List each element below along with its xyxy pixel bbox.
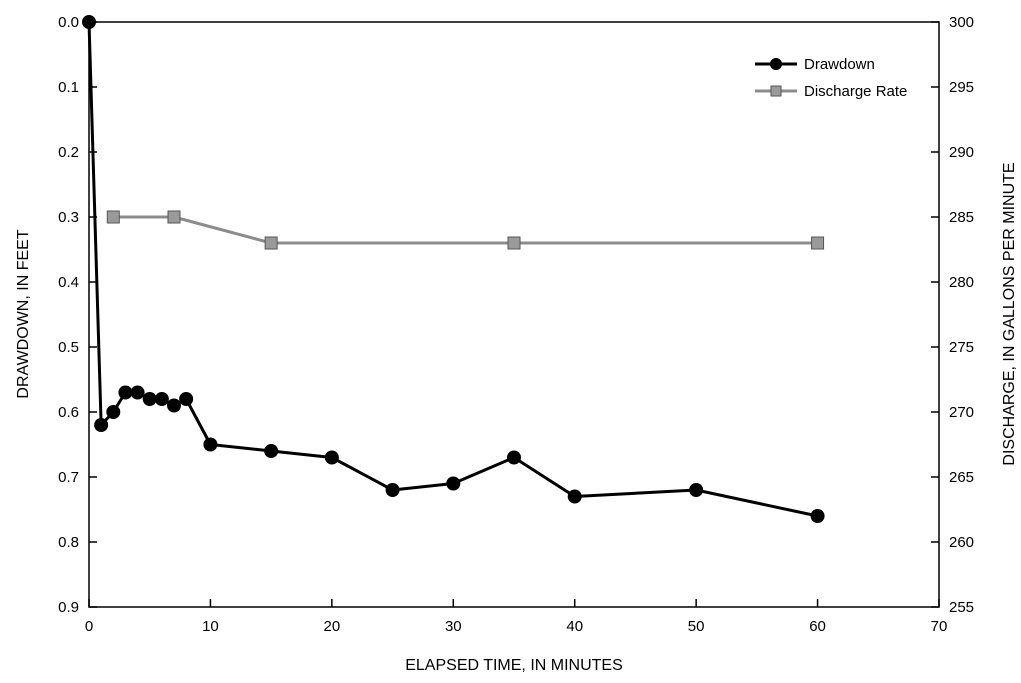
- axes: [88, 21, 940, 608]
- drawdown-point: [446, 476, 461, 491]
- drawdown-point: [689, 483, 704, 497]
- discharge-rate-point: [811, 236, 825, 250]
- drawdown-point: [106, 405, 121, 419]
- y-left-tick-label: 0.3: [58, 209, 79, 226]
- drawdown-line: [87, 21, 818, 518]
- x-tick-label: 60: [809, 618, 826, 635]
- drawdown-point: [385, 483, 400, 497]
- drawdown-point: [179, 392, 194, 406]
- ticks: 0 10 20 30 40 50 60 70 0.0 0.1 0.2 0.3 0.4 0.5 0.6 0.7 0…: [58, 14, 974, 635]
- x-tick-label: 70: [931, 618, 948, 635]
- y-left-tick-label: 0.5: [58, 339, 79, 356]
- legend-discharge-label: Discharge Rate: [804, 83, 907, 100]
- y-right-tick-label: 290: [949, 144, 974, 161]
- y-right-tick-label: 265: [949, 469, 974, 486]
- y-right-tick-label: 280: [949, 274, 974, 291]
- x-tick-label: 20: [324, 618, 341, 635]
- series: [82, 15, 825, 523]
- y-right-tick-label: 295: [949, 79, 974, 96]
- discharge-rate-point: [507, 236, 521, 250]
- y-left-tick-label: 0.9: [58, 599, 79, 616]
- y-right-tick-label: 270: [949, 404, 974, 421]
- y-left-tick-label: 0.0: [58, 14, 79, 31]
- drawdown-point: [167, 398, 181, 413]
- x-tick-label: 0: [85, 618, 93, 635]
- y-axis-left-title: DRAWDOWN, IN FEET: [15, 229, 32, 398]
- y-left-tick-label: 0.2: [58, 144, 79, 161]
- y-left-tick-label: 0.7: [58, 469, 79, 486]
- y-right-tick-label: 300: [949, 14, 974, 31]
- drawdown-point: [264, 444, 279, 458]
- legend: Drawdown Discharge Rate: [755, 56, 907, 100]
- y-left-tick-label: 0.6: [58, 404, 79, 421]
- x-axis-title: ELAPSED TIME, IN MINUTES: [405, 657, 623, 674]
- drawdown-point: [82, 15, 96, 29]
- discharge-rate-point: [264, 236, 278, 250]
- x-tick-label: 40: [566, 618, 583, 635]
- discharge-rate-point: [167, 210, 181, 224]
- drawdown-point: [567, 489, 582, 504]
- y-right-tick-label: 285: [949, 209, 974, 226]
- x-tick-label: 50: [688, 618, 705, 635]
- x-tick-label: 30: [445, 618, 462, 635]
- drawdown-point: [118, 385, 133, 400]
- y-right-tick-label: 255: [949, 599, 974, 616]
- drawdown-point: [203, 437, 218, 452]
- discharge-rate-line: [113, 215, 818, 245]
- x-tick-label: 10: [202, 618, 219, 635]
- y-right-tick-label: 260: [949, 534, 974, 551]
- drawdown-point: [142, 392, 157, 406]
- drawdown-point: [154, 392, 169, 406]
- legend-discharge-marker: [770, 85, 782, 97]
- discharge-rate-point: [106, 210, 120, 224]
- y-left-tick-label: 0.4: [58, 274, 79, 291]
- drawdown-point: [94, 418, 109, 432]
- legend-drawdown-label: Drawdown: [804, 56, 875, 73]
- y-axis-right-title: DISCHARGE, IN GALLONS PER MINUTE: [1001, 162, 1018, 465]
- drawdown-point: [810, 509, 825, 523]
- drawdown-point: [507, 450, 521, 465]
- drawdown-point: [130, 385, 145, 400]
- y-left-tick-label: 0.8: [58, 534, 79, 551]
- y-left-tick-label: 0.1: [58, 79, 79, 96]
- drawdown-point: [324, 450, 339, 465]
- plot-frame: [88, 21, 940, 608]
- legend-drawdown-marker: [770, 58, 782, 70]
- y-right-tick-label: 275: [949, 339, 974, 356]
